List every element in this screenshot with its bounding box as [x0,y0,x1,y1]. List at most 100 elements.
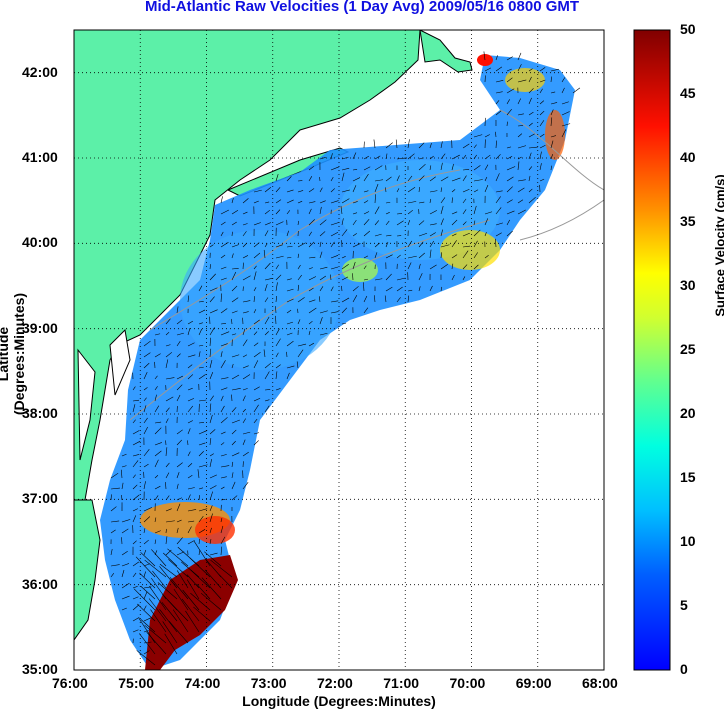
velocity-arrow [308,208,312,215]
velocity-arrow [165,396,174,402]
velocity-arrow [150,609,167,633]
velocity-arrow [440,252,443,259]
velocity-arrow [154,517,157,523]
velocity-arrow [462,189,470,193]
velocity-arrow [462,245,471,248]
velocity-arrow [517,209,526,215]
velocity-arrow [341,285,343,292]
velocity-arrow [506,56,513,61]
velocity-arrow [167,599,189,622]
velocity-arrow [231,472,234,479]
velocity-arrow [231,440,236,446]
velocity-arrow [220,196,223,204]
velocity-arrow [473,205,477,215]
velocity-arrow [429,210,437,215]
velocity-arrow [286,176,292,182]
velocity-arrow [275,274,282,281]
velocity-arrow [341,229,348,237]
velocity-arrow [253,287,257,292]
colorbar-label: Surface Velocity (cm/s) [712,174,724,317]
velocity-arrow [132,404,136,413]
velocity-arrow [341,322,347,325]
velocity-arrow [286,278,292,281]
velocity-arrow [418,142,425,149]
velocity-arrow [253,360,259,369]
velocity-arrow [385,286,393,292]
velocity-arrow [187,420,193,424]
velocity-arrow [159,563,178,578]
velocity-arrow [319,332,328,336]
velocity-arrow [220,308,228,314]
velocity-arrow [286,365,295,369]
velocity-arrow [198,285,203,292]
land-virginia [74,499,101,641]
velocity-arrow [341,264,349,270]
velocity-arrow [220,360,226,369]
velocity-arrow [484,255,489,259]
velocity-arrow [143,591,148,600]
velocity-arrow [143,549,147,556]
velocity-arrow [264,278,273,281]
velocity-arrow [418,220,425,226]
velocity-arrow [242,328,246,336]
velocity-arrow [220,405,225,413]
velocity-arrow [198,487,204,490]
velocity-arrow [209,491,213,501]
lon-tick-label: 69:00 [515,675,552,691]
velocity-arrow [186,579,200,600]
velocity-arrow [143,449,150,457]
velocity-arrow [517,79,527,83]
velocity-arrow [220,431,226,435]
velocity-arrow [140,619,156,633]
velocity-arrow [253,432,260,435]
velocity-arrow [330,311,339,314]
velocity-arrow [539,88,543,94]
velocity-arrow [209,513,213,523]
velocity-arrow [517,133,523,138]
velocity-arrow [440,218,444,226]
velocity-arrow [462,221,467,226]
velocity-arrow [429,249,432,259]
velocity-arrow [220,517,223,523]
velocity-arrow [396,188,400,193]
velocity-arrow [385,241,389,248]
velocity-arrow [308,241,315,248]
velocity-arrow [253,331,258,336]
velocity-arrow [220,417,228,424]
velocity-arrow [220,293,222,303]
velocity-arrow [198,442,206,446]
velocity-arrow [286,321,294,325]
colorbar-tick-label: 25 [680,341,696,357]
velocity-arrow [308,320,313,325]
velocity-arrow [143,481,146,490]
velocity-arrow [264,371,270,380]
velocity-arrow [176,384,183,391]
velocity-arrow [517,113,524,116]
velocity-arrow [517,64,522,72]
lat-tick-label: 39:00 [22,319,58,336]
velocity-arrow [169,577,189,600]
velocity-arrow [154,475,159,479]
velocity-arrow [539,151,542,160]
velocity-arrow [330,188,335,193]
velocity-arrow [374,183,379,193]
velocity-arrow [440,176,449,182]
velocity-arrow [143,650,150,655]
velocity-arrow [121,607,127,611]
velocity-arrow [132,440,141,446]
velocity-arrow [176,341,181,347]
velocity-arrow [473,240,478,248]
velocity-arrow [451,154,460,160]
velocity-arrow [187,428,191,435]
velocity-arrow [396,175,400,182]
velocity-arrow [550,165,552,171]
velocity-arrow [176,551,185,556]
velocity-arrow [484,184,489,193]
velocity-arrow [253,296,255,303]
velocity-arrow [143,563,151,567]
velocity-arrow [197,469,200,479]
velocity-arrow [144,624,167,644]
velocity-arrow [220,266,227,270]
velocity-arrow [373,295,376,303]
velocity-arrow [144,559,167,578]
